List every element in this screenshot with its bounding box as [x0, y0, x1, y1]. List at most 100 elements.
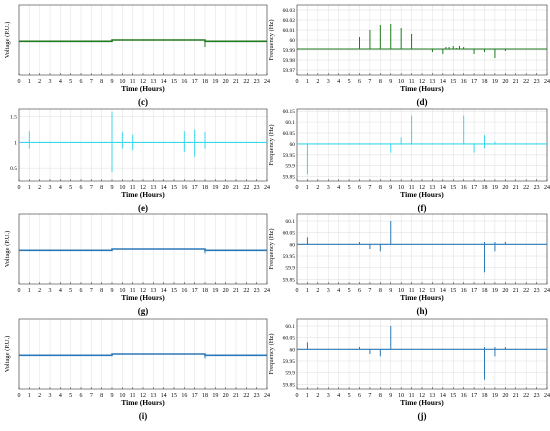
panel-i: 0 1 2 3 4 5 6 7 8 9 10 11 12 13 14 15 16 17 18 19 20 21 22 23 24… — [4, 318, 270, 421]
x-tick-label: 20 — [223, 393, 229, 399]
x-tick-label: 20 — [502, 393, 508, 399]
panel-j: 0 1 2 3 4 5 6 7 8 9 10 11 12 13 14 15 16 17 18 19 20 21 22 23 24… — [268, 318, 550, 421]
x-tick-label: 6 — [358, 79, 361, 85]
y-axis-label: Voltage (P.U.) — [4, 336, 11, 373]
y-tick-label: 60.05 — [283, 336, 296, 342]
x-tick-label: 18 — [482, 393, 488, 399]
x-tick-label: 2 — [316, 393, 319, 399]
x-tick-label: 10 — [398, 185, 404, 191]
x-tick-label: 9 — [389, 79, 392, 85]
y-tick-label: 60.15 — [283, 109, 296, 115]
x-tick-label: 2 — [38, 393, 41, 399]
x-tick-label: 13 — [429, 79, 435, 85]
y-tick-label: 60 — [290, 142, 296, 148]
x-tick-label: 16 — [181, 79, 187, 85]
x-tick-label: 10 — [398, 393, 404, 399]
x-tick-label: 22 — [523, 288, 529, 294]
x-tick-label: 20 — [223, 288, 229, 294]
x-axis-label: Time (Hours) — [121, 190, 165, 199]
x-tick-label: 15 — [171, 288, 177, 294]
x-tick-label: 4 — [59, 288, 62, 294]
x-tick-label: 22 — [243, 185, 249, 191]
series-h — [297, 221, 547, 273]
x-tick-label: 23 — [254, 79, 260, 85]
y-tick-label: 60.05 — [283, 131, 296, 137]
x-tick-label: 11 — [409, 288, 415, 294]
y-axis-label: Frequency (Hz) — [268, 125, 275, 166]
x-tick-label: 18 — [482, 79, 488, 85]
x-tick-label: 18 — [202, 79, 208, 85]
x-tick-label: 0 — [296, 288, 299, 294]
x-tick-label: 12 — [140, 393, 146, 399]
x-tick-label: 12 — [140, 79, 146, 85]
x-tick-label: 12 — [419, 185, 425, 191]
x-tick-label: 3 — [327, 393, 330, 399]
y-tick-label: 59.99 — [283, 48, 296, 54]
panel-caption: (f) — [418, 203, 427, 213]
x-tick-label: 14 — [440, 393, 446, 399]
y-tick-label: 59.9 — [285, 266, 295, 272]
y-tick-label: 59.95 — [283, 153, 296, 159]
series-d — [297, 24, 547, 58]
x-tick-label: 12 — [419, 79, 425, 85]
x-tick-label: 17 — [471, 185, 477, 191]
y-tick-label: 1 — [14, 140, 17, 146]
x-tick-label: 8 — [100, 79, 103, 85]
x-tick-label: 7 — [368, 288, 371, 294]
x-tick-label: 13 — [150, 79, 156, 85]
y-tick-label: 60 — [290, 38, 296, 44]
x-tick-label: 14 — [440, 288, 446, 294]
x-tick-label: 17 — [471, 288, 477, 294]
x-tick-label: 14 — [440, 79, 446, 85]
x-tick-label: 12 — [419, 393, 425, 399]
x-tick-label: 7 — [90, 185, 93, 191]
panel-d: 0 1 2 3 4 5 6 7 8 9 10 11 12 13 14 15 16 17 18 19 20 21 22 23 24… — [268, 4, 550, 107]
x-tick-label: 17 — [471, 79, 477, 85]
x-tick-label: 21 — [513, 288, 519, 294]
x-tick-label: 3 — [49, 288, 52, 294]
x-tick-label: 0 — [296, 79, 299, 85]
x-tick-label: 1 — [306, 79, 309, 85]
x-tick-label: 8 — [379, 79, 382, 85]
x-tick-label: 1 — [28, 185, 31, 191]
x-tick-label: 2 — [38, 185, 41, 191]
x-tick-label: 1 — [306, 288, 309, 294]
y-tick-label: 59.98 — [283, 58, 296, 64]
x-tick-label: 15 — [450, 393, 456, 399]
y-tick-label: 59.95 — [283, 359, 296, 365]
y-tick-label: 60 — [290, 347, 296, 353]
x-tick-label: 14 — [161, 185, 167, 191]
x-tick-label: 21 — [513, 79, 519, 85]
x-tick-label: 3 — [327, 79, 330, 85]
x-tick-label: 6 — [80, 288, 83, 294]
panel-g: 0 1 2 3 4 5 6 7 8 9 10 11 12 13 14 15 16 17 18 19 20 21 22 23 24… — [4, 213, 270, 316]
x-tick-label: 3 — [49, 393, 52, 399]
y-tick-label: 0.5 — [10, 166, 17, 172]
panel-e: 0 1 2 3 4 5 6 7 8 9 10 11 12 13 14 15 16 17 18 19 20 21 22 23 24… — [10, 108, 270, 213]
series-i — [19, 353, 267, 359]
x-axis-label: Time (Hours) — [121, 84, 165, 93]
x-tick-label: 21 — [233, 393, 239, 399]
x-tick-label: 6 — [358, 393, 361, 399]
x-tick-label: 11 — [409, 393, 415, 399]
y-tick-label: 59.97 — [283, 68, 296, 74]
x-tick-label: 14 — [161, 79, 167, 85]
x-tick-label: 1 — [28, 393, 31, 399]
x-tick-label: 23 — [534, 288, 540, 294]
y-tick-label: 60.1 — [285, 120, 295, 126]
x-tick-label: 3 — [49, 185, 52, 191]
panel-caption: (g) — [138, 306, 149, 316]
y-tick-label: 59.85 — [283, 382, 296, 388]
x-tick-label: 17 — [192, 393, 198, 399]
x-tick-label: 15 — [171, 185, 177, 191]
x-tick-label: 1 — [306, 393, 309, 399]
x-tick-label: 19 — [212, 79, 218, 85]
x-tick-label: 19 — [212, 185, 218, 191]
series-j — [297, 326, 547, 380]
panel-caption: (h) — [417, 306, 428, 316]
x-tick-label: 10 — [119, 288, 125, 294]
x-tick-label: 16 — [461, 288, 467, 294]
x-tick-label: 3 — [327, 185, 330, 191]
y-tick-label: 59.85 — [283, 175, 296, 181]
x-tick-label: 13 — [429, 288, 435, 294]
